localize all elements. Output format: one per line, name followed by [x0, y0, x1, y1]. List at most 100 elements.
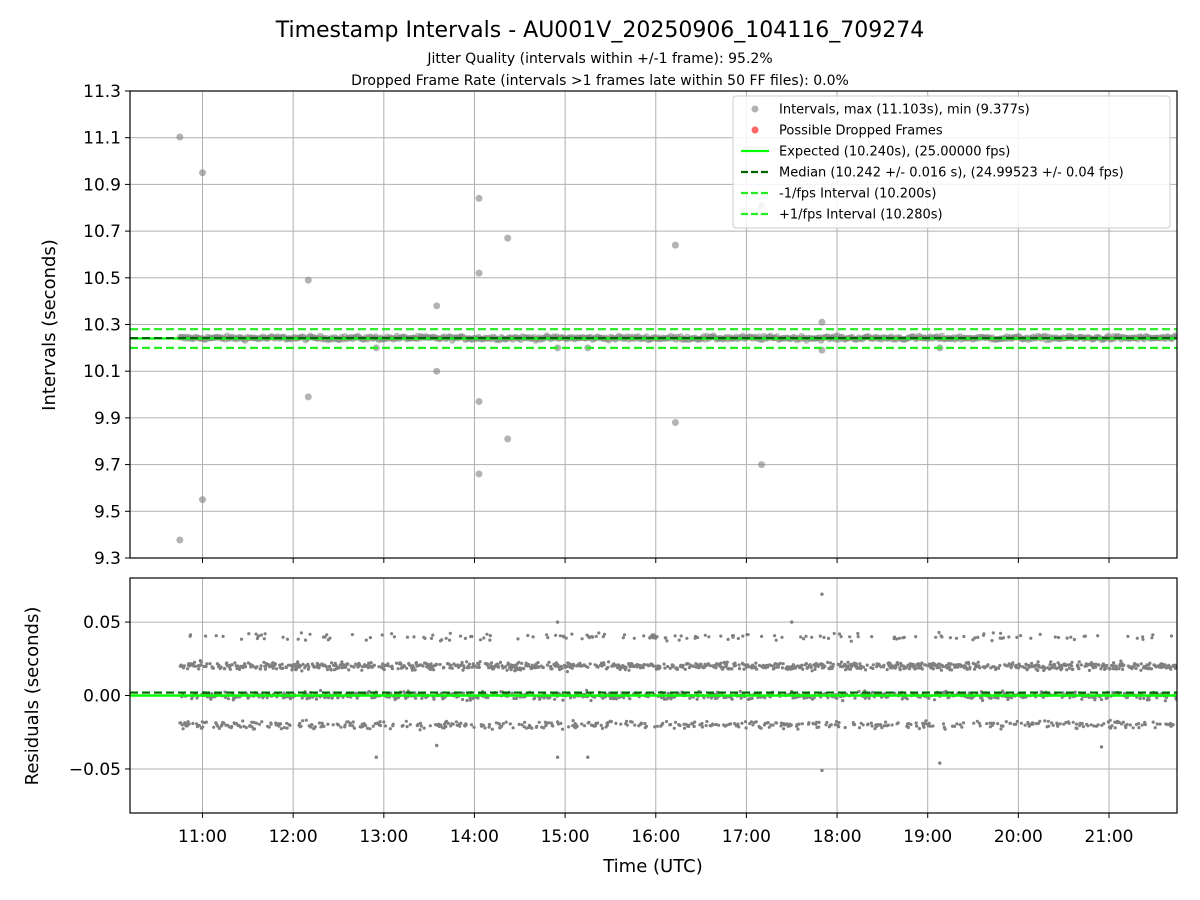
residual-point — [343, 723, 347, 727]
residual-point — [648, 635, 652, 639]
residual-point — [536, 661, 540, 665]
x-tick-label: 20:00 — [994, 827, 1043, 847]
y-tick-label: 10.1 — [83, 362, 121, 382]
residual-point — [694, 665, 698, 669]
residual-point — [865, 663, 869, 667]
interval-outlier-point — [475, 470, 483, 478]
residual-point — [481, 723, 485, 727]
residual-point — [204, 634, 208, 638]
residual-point — [948, 665, 952, 669]
residual-point — [655, 635, 659, 639]
residual-point — [271, 661, 275, 665]
interval-outlier-point — [176, 536, 184, 544]
residual-point — [807, 721, 811, 725]
residual-point — [317, 666, 321, 670]
residual-point — [470, 634, 474, 639]
residual-point — [976, 660, 980, 664]
residual-outlier-point — [374, 755, 378, 759]
residual-point — [428, 724, 432, 728]
residual-point — [948, 636, 953, 640]
residual-point — [997, 666, 1001, 670]
residual-point — [419, 724, 423, 728]
residual-point — [1148, 661, 1152, 665]
residual-point — [950, 668, 954, 672]
residual-point — [414, 661, 419, 665]
residual-point — [700, 725, 705, 729]
residual-point — [447, 638, 452, 642]
legend-box — [732, 95, 1171, 229]
residual-point — [472, 725, 476, 729]
residual-point — [733, 661, 737, 665]
residual-point — [230, 663, 234, 667]
intervals-data-layer — [130, 133, 1177, 544]
residual-point — [665, 639, 669, 643]
x-tick-label: 21:00 — [1085, 827, 1134, 847]
residual-point — [599, 723, 603, 728]
residual-point — [750, 696, 754, 700]
residual-point — [1094, 662, 1098, 666]
residual-point — [591, 635, 595, 639]
residual-point — [432, 668, 436, 672]
residual-point — [1155, 722, 1159, 726]
residual-point — [600, 726, 605, 731]
residual-point — [904, 665, 909, 670]
residual-point — [886, 723, 891, 727]
residual-point — [719, 634, 723, 638]
residual-point — [542, 696, 546, 700]
residual-point — [405, 725, 409, 729]
residual-point — [416, 722, 420, 727]
y-tick-label: 9.3 — [94, 549, 121, 569]
residual-point — [585, 688, 589, 692]
residual-point — [288, 723, 292, 728]
residual-point — [920, 667, 924, 671]
residual-point — [260, 720, 264, 724]
residual-point — [622, 633, 627, 637]
residual-point — [956, 665, 960, 669]
residual-point — [468, 698, 472, 702]
residual-point — [793, 666, 798, 670]
residual-point — [797, 722, 801, 726]
residual-point — [301, 719, 305, 723]
residual-point — [371, 724, 375, 728]
residual-point — [467, 665, 471, 670]
residual-point — [569, 696, 573, 700]
residual-point — [296, 637, 300, 641]
residual-point — [182, 664, 186, 668]
residual-point — [692, 724, 696, 729]
residual-point — [1099, 697, 1103, 702]
residual-point — [252, 720, 256, 725]
residual-point — [545, 663, 550, 667]
residual-point — [671, 664, 676, 668]
residual-point — [691, 722, 695, 726]
interval-outlier-point — [504, 435, 512, 443]
residual-point — [825, 720, 829, 725]
residual-point — [285, 637, 290, 641]
residual-point — [523, 720, 527, 724]
residual-point — [1147, 698, 1151, 702]
residual-point — [965, 667, 969, 671]
residual-point — [580, 722, 584, 726]
residual-point — [630, 720, 634, 724]
residual-point — [217, 726, 221, 731]
residual-point — [274, 667, 279, 671]
residual-point — [233, 661, 237, 665]
residual-point — [500, 724, 504, 728]
residual-point — [1163, 663, 1167, 667]
residual-point — [977, 721, 982, 725]
residual-point — [627, 668, 631, 672]
interval-outlier-point — [199, 169, 207, 177]
residual-point — [348, 721, 352, 725]
residual-point — [488, 634, 492, 638]
residual-point — [221, 634, 225, 639]
residual-point — [488, 638, 492, 642]
residual-point — [879, 665, 883, 669]
residual-point — [760, 634, 764, 639]
residual-point — [1037, 665, 1041, 669]
residual-point — [837, 721, 841, 725]
residual-point — [1124, 725, 1128, 730]
residual-point — [1051, 723, 1055, 728]
residual-point — [1036, 660, 1040, 664]
residual-point — [1121, 667, 1125, 672]
residual-point — [223, 690, 227, 694]
interval-outlier-point — [671, 419, 679, 427]
